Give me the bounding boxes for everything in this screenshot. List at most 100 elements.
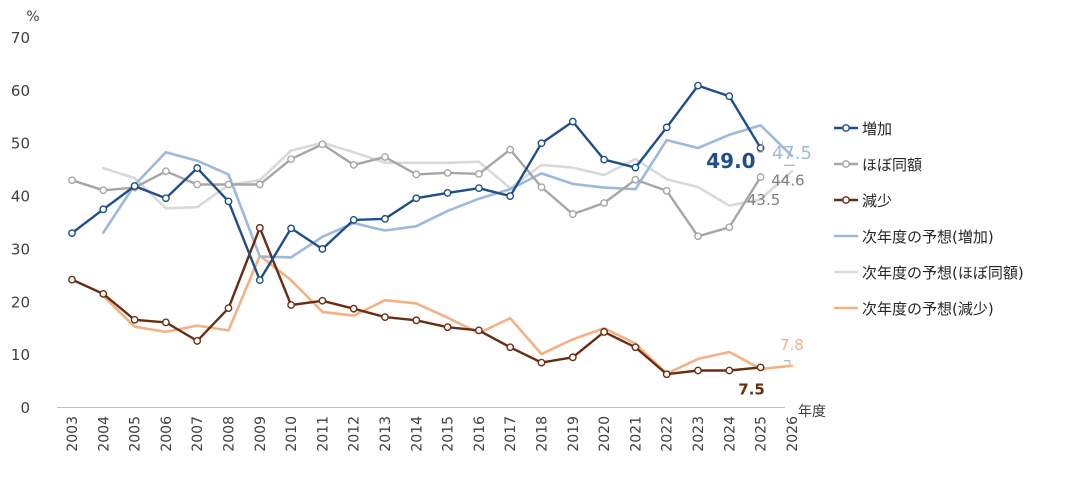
- data-point: [349, 215, 358, 224]
- legend-item-1: 増加: [834, 120, 892, 138]
- data-point: [381, 153, 389, 161]
- data-point: [537, 358, 546, 367]
- y-tick-label: 30: [11, 240, 30, 258]
- data-label: 44.6: [771, 171, 804, 189]
- series-3: [68, 223, 765, 379]
- data-point: [600, 199, 608, 207]
- data-point: [161, 167, 170, 176]
- series-layer: [68, 81, 794, 379]
- data-point: [130, 182, 139, 190]
- x-tick-label: 2015: [441, 416, 457, 452]
- data-point: [161, 318, 170, 327]
- data-point: [287, 301, 295, 309]
- x-tick-label: 2021: [628, 416, 644, 452]
- data-point: [255, 180, 264, 189]
- data-point: [318, 296, 327, 305]
- series-1: [68, 81, 765, 285]
- x-tick-label: 2017: [503, 416, 519, 452]
- y-tick-label: 60: [11, 82, 30, 100]
- data-point: [224, 180, 233, 189]
- data-point: [68, 275, 76, 284]
- y-tick-label: 70: [11, 29, 30, 47]
- data-label: 43.5: [747, 191, 780, 209]
- legend-label: 減少: [862, 192, 892, 210]
- series-line: [102, 254, 794, 376]
- data-point: [474, 326, 483, 335]
- legend-item-2: ほぼ同額: [834, 156, 922, 174]
- data-label: 49.0: [706, 149, 755, 173]
- x-tick-label: 2026: [785, 416, 801, 452]
- data-point: [694, 81, 702, 90]
- x-tick-label: 2004: [96, 416, 112, 452]
- x-tick-label: 2025: [754, 416, 770, 452]
- series-line: [102, 124, 794, 259]
- legend-item-4: 次年度の予想(増加): [834, 228, 994, 246]
- data-point: [568, 210, 577, 218]
- legend-item-5: 次年度の予想(ほぼ同額): [834, 264, 1024, 282]
- x-tick-label: 2005: [128, 416, 144, 452]
- data-point: [255, 223, 264, 232]
- data-point: [99, 186, 108, 195]
- data-point: [68, 176, 76, 185]
- data-point: [224, 304, 233, 313]
- data-point: [318, 140, 327, 149]
- data-point: [756, 363, 765, 372]
- data-point: [349, 161, 358, 169]
- series-line: [102, 141, 794, 210]
- data-point: [412, 170, 421, 179]
- data-point: [600, 328, 608, 336]
- data-point: [631, 175, 640, 184]
- legend-label: ほぼ同額: [862, 156, 922, 174]
- x-tick-label: 2010: [284, 416, 300, 452]
- data-point: [662, 123, 671, 132]
- x-axis-title: 年度: [798, 404, 826, 420]
- data-point: [193, 180, 202, 189]
- data-point: [694, 232, 702, 241]
- data-point: [381, 313, 389, 322]
- y-tick-label: 20: [11, 293, 30, 311]
- data-point: [506, 145, 515, 154]
- x-tick-label: 2012: [347, 416, 363, 452]
- x-tick-label: 2016: [472, 416, 488, 452]
- data-label: 7.5: [738, 380, 765, 398]
- x-tick-label: 2024: [722, 416, 738, 452]
- x-tick-label: 2003: [65, 416, 81, 452]
- y-axis: 0 10 20 30 40 50 60 70: [11, 29, 30, 417]
- x-tick-label: 2019: [566, 416, 582, 452]
- y-tick-label: 0: [20, 399, 30, 417]
- data-point: [443, 323, 452, 332]
- annotation-layer: 49.0 47.5 43.5 44.6 7.8 7.5: [706, 141, 812, 398]
- data-point: [287, 155, 295, 164]
- legend-label: 増加: [862, 120, 892, 138]
- data-point: [662, 186, 671, 195]
- x-tick-label: 2009: [253, 416, 269, 452]
- data-point: [68, 229, 76, 238]
- plot-area: [57, 37, 785, 407]
- legend-label: 次年度の予想(増加): [862, 228, 994, 246]
- data-point: [537, 139, 546, 148]
- y-tick-label: 40: [11, 188, 30, 206]
- x-tick-label: 2020: [597, 416, 613, 452]
- series-5: [102, 141, 794, 210]
- data-point: [412, 316, 421, 325]
- x-tick-label: 2006: [159, 416, 175, 452]
- data-point: [318, 245, 327, 253]
- y-unit-label: %: [26, 9, 39, 25]
- x-tick-label: 2008: [222, 416, 238, 452]
- legend-item-3: 減少: [834, 192, 892, 210]
- data-point: [193, 164, 202, 172]
- x-axis: 2003 2004 2005 2006 2007 2008 2009 2010 2011 2012…: [65, 416, 801, 452]
- legend-marker: [842, 160, 850, 168]
- data-point: [631, 343, 640, 352]
- series-6: [102, 254, 794, 376]
- leader-line: [757, 141, 764, 153]
- x-tick-label: 2013: [378, 416, 394, 452]
- data-point: [506, 192, 515, 201]
- data-point: [568, 117, 577, 126]
- data-point: [287, 224, 295, 233]
- series-4: [102, 124, 794, 259]
- data-point: [506, 343, 515, 352]
- data-point: [725, 223, 734, 232]
